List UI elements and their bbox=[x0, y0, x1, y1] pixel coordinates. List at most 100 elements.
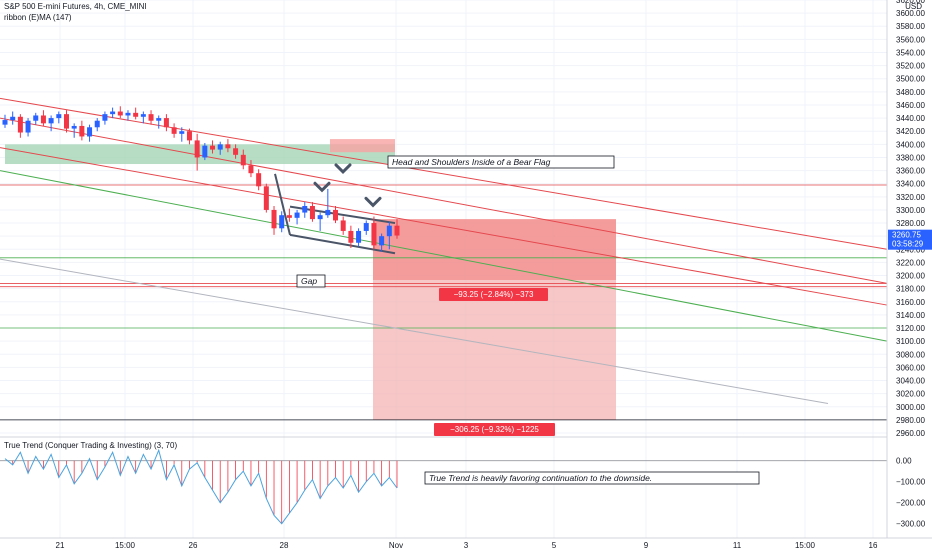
trend-label: True Trend is heavily favoring continuat… bbox=[429, 473, 652, 483]
candle-body bbox=[379, 236, 385, 246]
candle-body bbox=[371, 223, 377, 246]
currency-label: USD bbox=[905, 2, 922, 11]
price-tick-label: 3440.00 bbox=[896, 114, 925, 123]
candle-body bbox=[340, 220, 346, 231]
time-tick-label: 3 bbox=[464, 541, 469, 550]
symbol-legend[interactable]: S&P 500 E-mini Futures, 4h, CME_MINI bbox=[4, 2, 147, 11]
candle-body bbox=[148, 114, 154, 121]
candle-body bbox=[363, 223, 369, 231]
candle-body bbox=[133, 112, 139, 117]
price-tick-label: 3460.00 bbox=[896, 101, 925, 110]
time-tick-label: 16 bbox=[869, 541, 878, 550]
price-tick-label: 3400.00 bbox=[896, 140, 925, 149]
time-tick-label: 21 bbox=[56, 541, 65, 550]
price-tick-label: 3540.00 bbox=[896, 48, 925, 57]
candle-body bbox=[156, 118, 162, 121]
price-tick-label: 3600.00 bbox=[896, 9, 925, 18]
time-tick-label: 26 bbox=[189, 541, 198, 550]
candle-body bbox=[117, 111, 123, 116]
candle-body bbox=[302, 206, 308, 213]
price-tick-label: 3140.00 bbox=[896, 311, 925, 320]
candle-body bbox=[294, 212, 300, 218]
candle-body bbox=[279, 215, 285, 229]
price-tick-label: 3200.00 bbox=[896, 272, 925, 281]
price-tick-label: 3240.00 bbox=[896, 245, 925, 254]
price-tick-label: 3420.00 bbox=[896, 127, 925, 136]
price-tick-label: 3100.00 bbox=[896, 337, 925, 346]
trend-line bbox=[0, 117, 888, 284]
candle-body bbox=[309, 206, 315, 220]
candle-body bbox=[317, 215, 323, 220]
candle-body bbox=[271, 209, 277, 229]
measure-label-1-bg bbox=[439, 288, 548, 301]
ribbon-zone-red bbox=[330, 139, 395, 153]
candle-body bbox=[225, 144, 231, 149]
candle-body bbox=[71, 125, 77, 129]
shoulder-arrows bbox=[313, 163, 382, 208]
indicator-title[interactable]: True Trend (Conquer Trading & Investing)… bbox=[4, 441, 178, 450]
trend-line bbox=[0, 97, 888, 250]
price-tick-label: 3340.00 bbox=[896, 180, 925, 189]
candle-body bbox=[263, 186, 269, 210]
trend-line bbox=[0, 258, 829, 404]
bar-countdown: 03:58:29 bbox=[892, 240, 924, 249]
candles bbox=[2, 106, 400, 252]
time-tick-label: 9 bbox=[644, 541, 649, 550]
price-tick-label: 3500.00 bbox=[896, 75, 925, 84]
true-trend-indicator bbox=[0, 436, 887, 525]
drawn-lines bbox=[0, 97, 888, 421]
price-tick-label: 3040.00 bbox=[896, 377, 925, 386]
trend-line bbox=[0, 170, 888, 342]
price-tick-label: 3120.00 bbox=[896, 324, 925, 333]
time-tick-label: 5 bbox=[552, 541, 557, 550]
candle-body bbox=[286, 215, 292, 218]
last-price-badge bbox=[888, 229, 932, 250]
measure-label-1: −93.25 (−2.84%) −373 bbox=[454, 290, 534, 299]
candle-body bbox=[233, 148, 239, 155]
trend-line bbox=[289, 233, 396, 255]
candle-body bbox=[94, 120, 100, 128]
price-tick-label: 3620.00 bbox=[896, 0, 925, 5]
time-tick-label: Nov bbox=[389, 541, 403, 550]
candle-body bbox=[10, 116, 16, 121]
price-tick-label: 3320.00 bbox=[896, 193, 925, 202]
trend-line bbox=[0, 147, 888, 306]
indicator-tick-label: −300.00 bbox=[896, 520, 926, 529]
candle-body bbox=[102, 114, 108, 121]
candle-body bbox=[163, 118, 169, 128]
indicator-tick-label: −100.00 bbox=[896, 478, 926, 487]
down-arrow-icon bbox=[364, 196, 382, 208]
candle-body bbox=[79, 125, 85, 137]
candle-body bbox=[202, 145, 208, 158]
trend-line bbox=[274, 173, 291, 236]
candle-body bbox=[2, 120, 8, 125]
candle-body bbox=[171, 127, 177, 134]
candle-body bbox=[333, 209, 339, 221]
down-arrow-icon bbox=[334, 163, 352, 175]
price-tick-label: 3360.00 bbox=[896, 167, 925, 176]
price-tick-label: 3220.00 bbox=[896, 258, 925, 267]
time-tick-label: 28 bbox=[280, 541, 289, 550]
candle-body bbox=[394, 225, 400, 236]
candle-body bbox=[33, 115, 39, 121]
pattern-label: Head and Shoulders Inside of a Bear Flag bbox=[392, 157, 551, 167]
time-tick-label: 15:00 bbox=[795, 541, 816, 550]
pattern-label-box bbox=[387, 155, 615, 169]
price-tick-label: 2960.00 bbox=[896, 429, 925, 438]
ribbon-legend[interactable]: ribbon (E)MA (147) bbox=[4, 13, 72, 22]
price-tick-label: 2980.00 bbox=[896, 416, 925, 425]
candle-body bbox=[87, 127, 93, 137]
price-tick-label: 3280.00 bbox=[896, 219, 925, 228]
last-price-value: 3260.75 bbox=[892, 231, 921, 240]
candle-body bbox=[110, 111, 116, 115]
candle-body bbox=[56, 114, 62, 119]
price-tick-label: 3480.00 bbox=[896, 88, 925, 97]
time-tick-label: 15:00 bbox=[115, 541, 136, 550]
measure-label-2-bg bbox=[434, 423, 555, 436]
candle-body bbox=[186, 131, 192, 141]
candle-body bbox=[325, 209, 331, 216]
candle-body bbox=[210, 145, 216, 150]
candle-body bbox=[356, 230, 362, 243]
